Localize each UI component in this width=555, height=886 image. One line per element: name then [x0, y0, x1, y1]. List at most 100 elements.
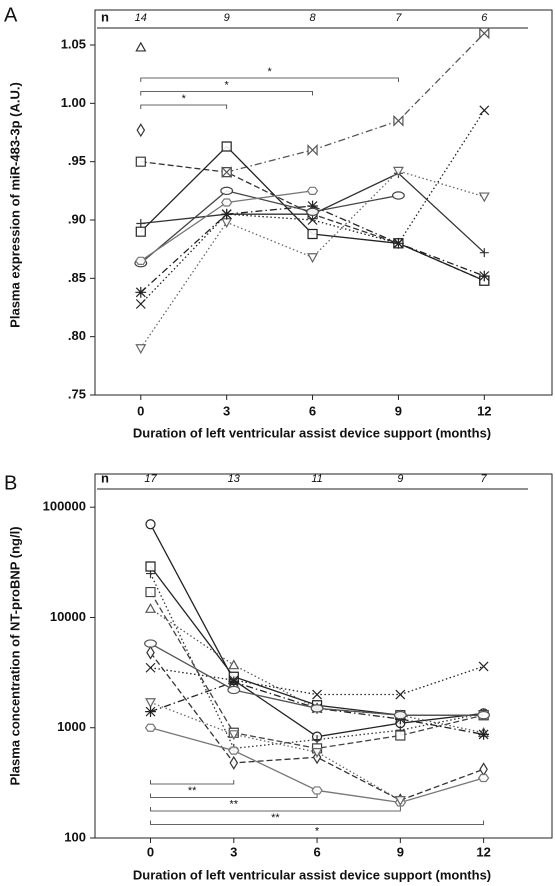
- significance-bracket: [150, 780, 235, 785]
- data-point: [229, 755, 239, 770]
- data-point: [395, 730, 406, 741]
- series-line: [150, 665, 484, 696]
- y-tick-label: 1.05: [61, 36, 86, 51]
- data-point: [221, 218, 233, 229]
- x-axis-title: Duration of left ventricular assist devi…: [133, 867, 491, 882]
- data-point: [221, 166, 232, 179]
- x-tick-label: 0: [137, 403, 144, 418]
- significance-label: **: [230, 798, 239, 810]
- n-value: 9: [224, 12, 230, 24]
- data-point: [479, 27, 490, 40]
- series-line: [150, 701, 401, 801]
- n-value: 9: [397, 473, 403, 485]
- data-point: [146, 645, 155, 660]
- data-point: [135, 256, 147, 265]
- data-point: [312, 689, 322, 700]
- significance-bracket: [150, 807, 401, 812]
- data-point: [228, 676, 240, 688]
- y-tick-label: 100000: [43, 499, 86, 514]
- x-tick-label: 6: [313, 844, 320, 859]
- significance-label: *: [315, 825, 320, 837]
- data-point: [478, 192, 490, 203]
- data-point: [145, 519, 156, 530]
- panel-label: A: [4, 4, 18, 26]
- y-axis-title: Plasma expression of miR-483-3p (A.U.): [7, 82, 22, 328]
- y-tick-label: .95: [68, 153, 86, 168]
- data-point: [391, 191, 405, 200]
- x-tick-label: 12: [477, 403, 491, 418]
- n-value: 8: [309, 12, 316, 24]
- data-point: [479, 762, 488, 777]
- data-point: [395, 689, 406, 700]
- data-point: [477, 710, 491, 720]
- data-point: [312, 735, 322, 745]
- data-point: [307, 228, 318, 240]
- data-point: [307, 200, 318, 212]
- data-point: [307, 253, 319, 264]
- significance-bracket: [140, 104, 228, 109]
- n-label: n: [101, 9, 109, 24]
- data-point: [479, 248, 489, 258]
- series-line: [140, 109, 485, 305]
- data-point: [478, 270, 490, 282]
- y-axis-title: Plasma concentration of NT-proBNP (ng/l): [7, 526, 22, 785]
- data-point: [228, 659, 240, 670]
- data-point: [306, 186, 319, 195]
- series-line: [140, 205, 485, 293]
- significance-bracket: [140, 91, 313, 96]
- series-line: [149, 573, 484, 750]
- data-point: [220, 186, 234, 196]
- data-point: [227, 685, 241, 695]
- data-point: [228, 746, 240, 755]
- panel-label: B: [4, 472, 17, 494]
- data-point: [478, 661, 489, 672]
- x-tick-label: 12: [476, 844, 490, 859]
- data-point: [221, 141, 232, 152]
- significance-label: *: [225, 79, 230, 91]
- series-line: [226, 32, 485, 173]
- data-point: [307, 215, 318, 225]
- n-label: n: [101, 470, 109, 485]
- data-point: [144, 639, 157, 648]
- x-tick-label: 9: [395, 403, 402, 418]
- data-point: [311, 747, 323, 758]
- x-tick-label: 6: [309, 403, 316, 418]
- n-value: 7: [395, 12, 402, 24]
- significance-bracket: [140, 77, 399, 82]
- significance-bracket: [150, 820, 485, 825]
- data-point: [394, 796, 406, 806]
- data-point: [393, 710, 407, 720]
- y-tick-label: 10000: [50, 609, 86, 624]
- data-point: [144, 723, 157, 732]
- n-value: 11: [311, 473, 322, 485]
- significance-label: **: [188, 785, 197, 797]
- data-point: [145, 662, 156, 673]
- data-point: [310, 704, 324, 713]
- data-point: [478, 729, 490, 740]
- series-line: [149, 566, 484, 716]
- data-point: [479, 105, 490, 116]
- y-tick-label: .85: [68, 270, 86, 285]
- x-axis-title: Duration of left ventricular assist devi…: [133, 425, 491, 440]
- plot-frame: [94, 473, 553, 839]
- data-point: [306, 207, 320, 217]
- x-tick-label: 3: [230, 844, 237, 859]
- series-line: [149, 652, 484, 801]
- x-tick-label: 9: [397, 844, 404, 859]
- data-point: [135, 226, 146, 237]
- y-tick-label: .75: [68, 386, 86, 401]
- n-value: 17: [144, 473, 157, 485]
- data-point: [228, 730, 240, 741]
- data-point: [145, 706, 156, 718]
- series-line: [140, 190, 399, 264]
- significance-label: *: [267, 66, 272, 78]
- data-point: [135, 41, 147, 52]
- n-value: 6: [481, 12, 488, 24]
- data-point: [145, 561, 156, 572]
- data-point: [136, 123, 146, 138]
- n-value: 14: [135, 12, 147, 24]
- data-point: [393, 114, 404, 127]
- significance-label: *: [182, 93, 187, 105]
